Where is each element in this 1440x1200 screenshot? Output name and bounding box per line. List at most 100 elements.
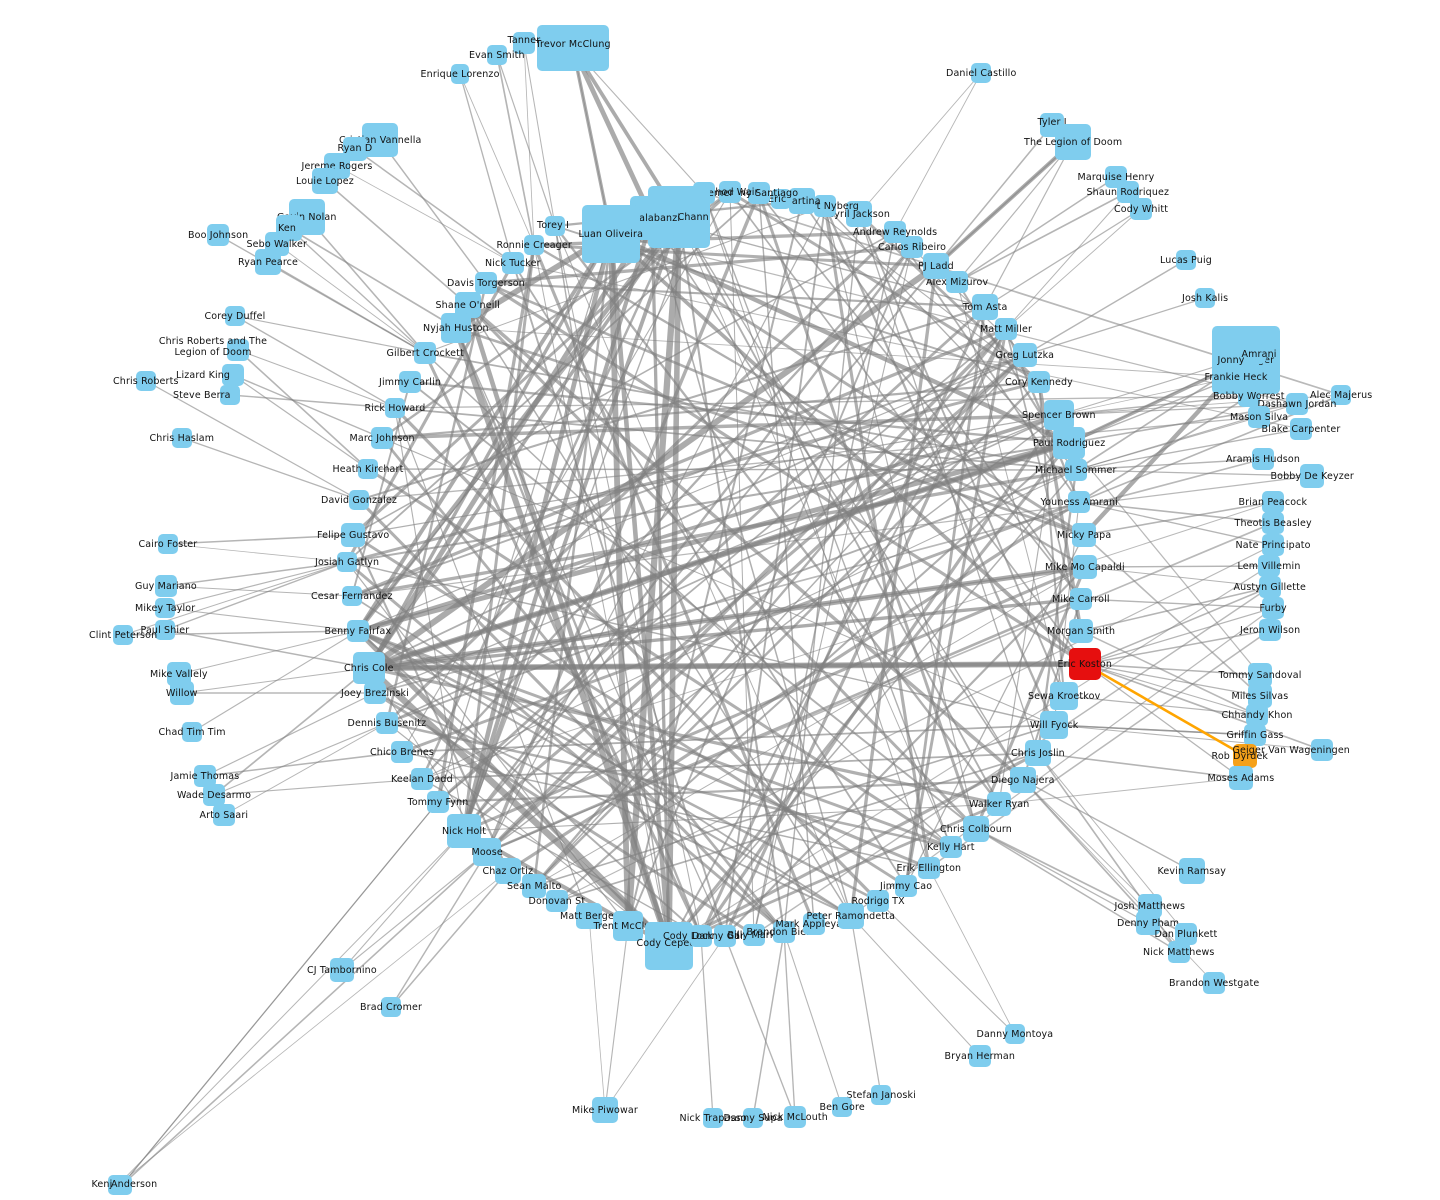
graph-node[interactable]	[1005, 1024, 1025, 1044]
graph-node[interactable]	[1055, 124, 1091, 160]
graph-node[interactable]	[222, 364, 244, 386]
graph-node[interactable]	[1065, 459, 1087, 481]
graph-node[interactable]	[1259, 576, 1281, 598]
graph-node[interactable]	[1013, 343, 1037, 367]
graph-node[interactable]	[1195, 288, 1215, 308]
graph-node[interactable]	[182, 722, 202, 742]
graph-node[interactable]	[1203, 972, 1225, 994]
graph-node[interactable]	[513, 32, 535, 54]
graph-node[interactable]	[1262, 512, 1284, 534]
graph-node[interactable]	[524, 235, 544, 255]
graph-node[interactable]	[136, 371, 156, 391]
graph-node[interactable]	[703, 1108, 723, 1128]
graph-node[interactable]	[803, 913, 825, 935]
graph-node[interactable]	[414, 342, 436, 364]
graph-node[interactable]	[1262, 597, 1284, 619]
graph-node[interactable]	[884, 221, 906, 243]
graph-node[interactable]	[1010, 767, 1036, 793]
graph-node[interactable]	[155, 575, 177, 597]
graph-node[interactable]	[1069, 619, 1093, 643]
graph-node[interactable]	[1069, 648, 1101, 680]
graph-node[interactable]	[871, 1085, 891, 1105]
graph-node[interactable]	[690, 925, 712, 947]
graph-node[interactable]	[743, 924, 765, 946]
graph-node[interactable]	[487, 45, 507, 65]
graph-node[interactable]	[592, 1097, 618, 1123]
graph-node[interactable]	[1244, 724, 1266, 746]
graph-node[interactable]	[376, 712, 398, 734]
graph-node[interactable]	[1233, 744, 1257, 768]
graph-node[interactable]	[846, 201, 872, 227]
graph-node[interactable]	[1248, 663, 1272, 687]
graph-node[interactable]	[1117, 181, 1139, 203]
graph-node[interactable]	[337, 552, 357, 572]
graph-node[interactable]	[391, 741, 413, 763]
graph-node[interactable]	[1229, 766, 1253, 790]
graph-node[interactable]	[995, 318, 1017, 340]
graph-node[interactable]	[495, 858, 521, 884]
graph-node[interactable]	[427, 791, 449, 813]
graph-node[interactable]	[522, 874, 546, 898]
graph-node[interactable]	[312, 168, 338, 194]
graph-node[interactable]	[255, 249, 281, 275]
graph-node[interactable]	[838, 903, 864, 929]
graph-node[interactable]	[832, 1097, 852, 1117]
graph-node[interactable]	[613, 911, 643, 941]
graph-node[interactable]	[158, 534, 178, 554]
graph-node[interactable]	[1168, 941, 1190, 963]
graph-node[interactable]	[946, 271, 968, 293]
graph-node[interactable]	[814, 195, 836, 217]
graph-node[interactable]	[1025, 740, 1051, 766]
graph-node[interactable]	[867, 890, 889, 912]
graph-node[interactable]	[341, 523, 365, 547]
graph-node[interactable]	[385, 398, 405, 418]
graph-node[interactable]	[901, 236, 923, 258]
graph-node[interactable]	[112, 1175, 132, 1195]
graph-node[interactable]	[1179, 858, 1205, 884]
graph-node[interactable]	[213, 804, 235, 826]
graph-node[interactable]	[582, 205, 640, 263]
graph-node[interactable]	[1248, 406, 1270, 428]
graph-node[interactable]	[1286, 393, 1308, 415]
graph-node[interactable]	[987, 792, 1011, 816]
graph-node[interactable]	[546, 890, 568, 912]
graph-node[interactable]	[451, 64, 469, 84]
graph-node[interactable]	[537, 25, 609, 71]
graph-node[interactable]	[1252, 448, 1274, 470]
graph-node[interactable]	[172, 428, 192, 448]
graph-node[interactable]	[1262, 534, 1284, 556]
graph-node[interactable]	[113, 625, 133, 645]
graph-node[interactable]	[1050, 682, 1078, 710]
graph-node[interactable]	[969, 1045, 991, 1067]
graph-node[interactable]	[918, 857, 940, 879]
graph-node[interactable]	[963, 816, 989, 842]
graph-node[interactable]	[645, 922, 693, 970]
graph-node[interactable]	[1246, 344, 1266, 364]
graph-node[interactable]	[1040, 711, 1068, 739]
graph-node[interactable]	[1136, 911, 1160, 935]
graph-node[interactable]	[1258, 555, 1280, 577]
graph-node[interactable]	[1070, 588, 1092, 610]
graph-node[interactable]	[1290, 418, 1312, 440]
graph-node[interactable]	[1175, 923, 1197, 945]
graph-node[interactable]	[441, 313, 471, 343]
graph-node[interactable]	[1262, 491, 1284, 513]
graph-node[interactable]	[784, 1106, 806, 1128]
graph-node[interactable]	[743, 1108, 763, 1128]
graph-node[interactable]	[714, 925, 736, 947]
graph-node[interactable]	[349, 490, 369, 510]
graph-node[interactable]	[364, 682, 386, 704]
graph-node[interactable]	[381, 997, 401, 1017]
graph-node[interactable]	[1225, 366, 1247, 388]
graph-node[interactable]	[1072, 523, 1096, 547]
graph-node[interactable]	[194, 765, 216, 787]
graph-node[interactable]	[475, 272, 497, 294]
graph-node[interactable]	[399, 371, 421, 393]
graph-node[interactable]	[371, 427, 393, 449]
graph-node[interactable]	[155, 620, 175, 640]
graph-node[interactable]	[1300, 464, 1324, 488]
graph-node[interactable]	[576, 903, 602, 929]
graph-node[interactable]	[1053, 427, 1085, 459]
graph-node[interactable]	[220, 385, 240, 405]
